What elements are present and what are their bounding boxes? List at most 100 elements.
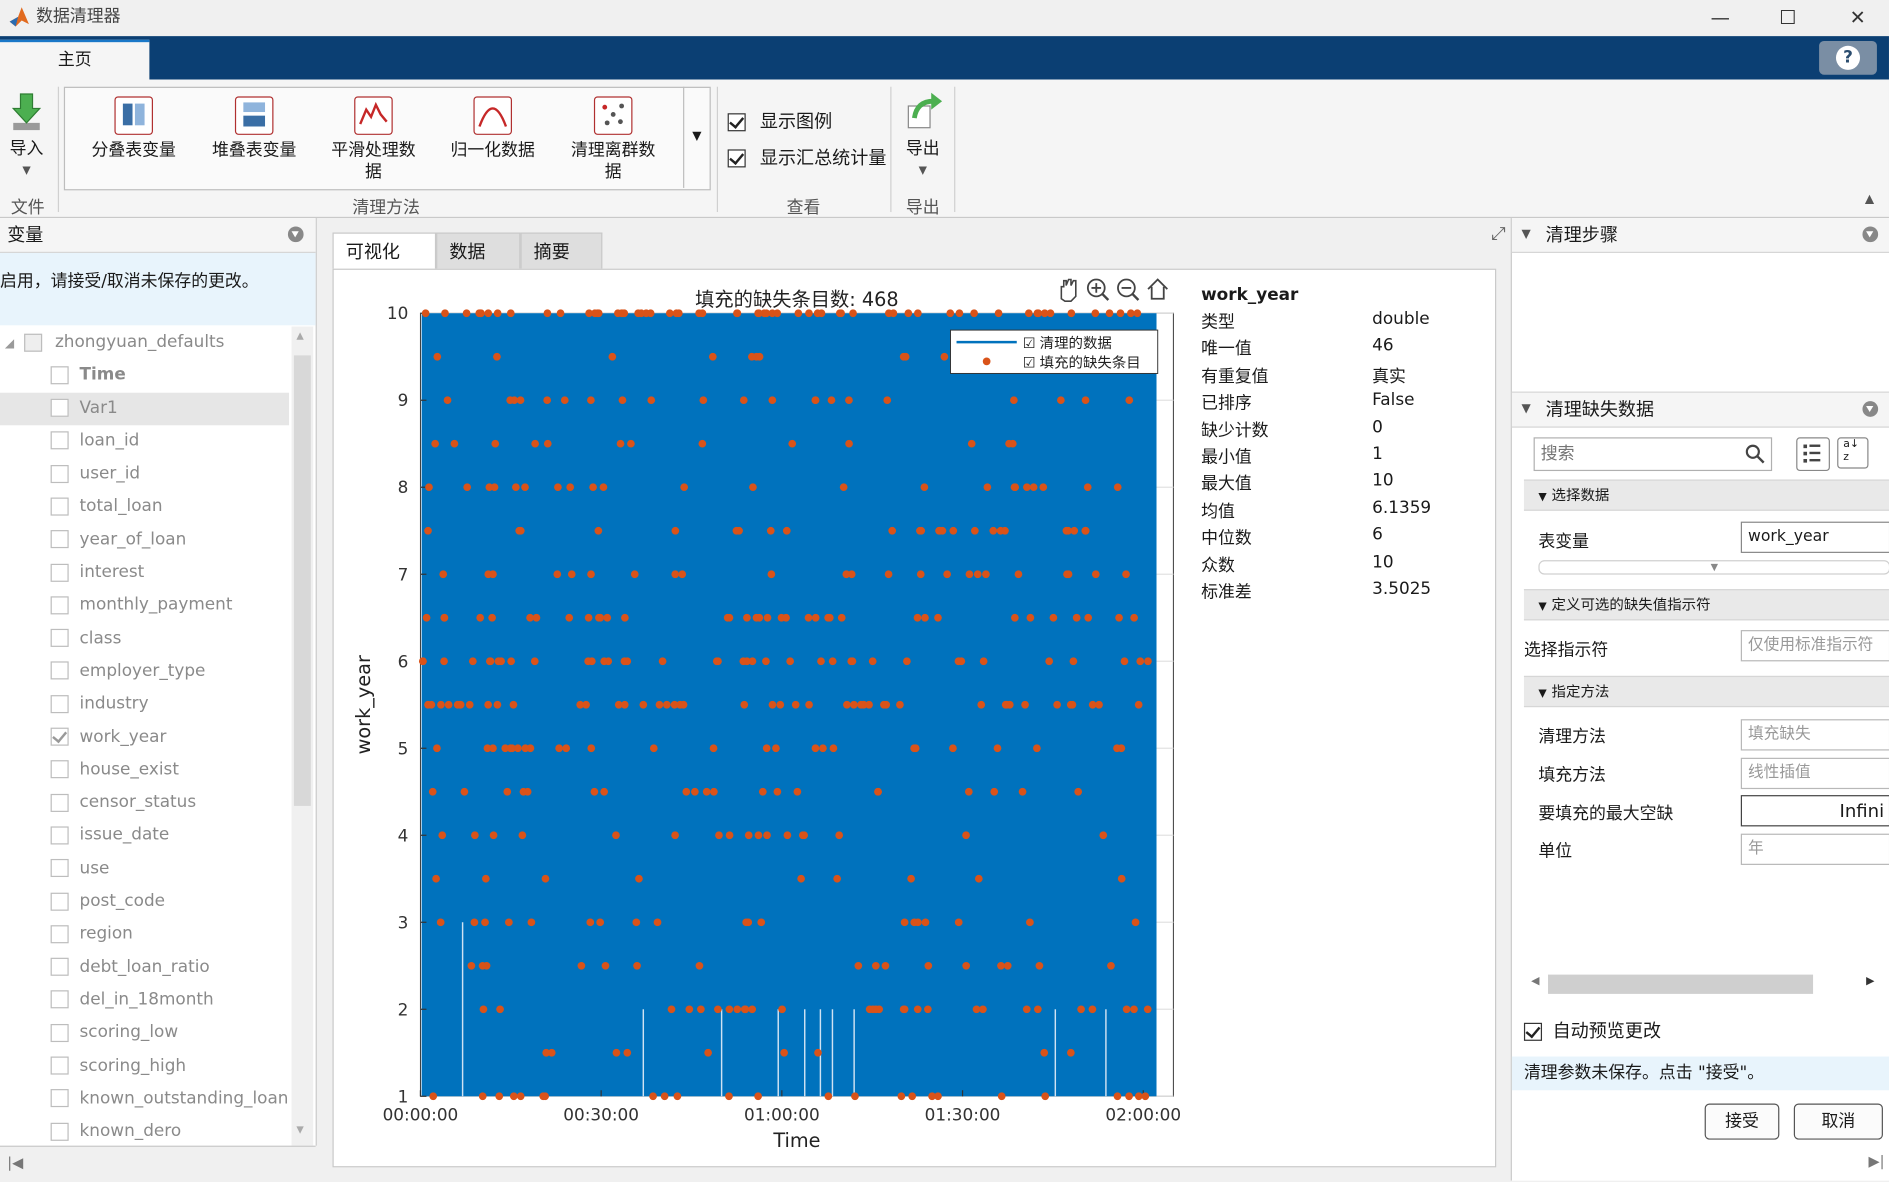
variable-item[interactable]: class — [0, 622, 289, 655]
variable-item[interactable]: loan_id — [0, 425, 289, 458]
variable-checkbox[interactable] — [50, 398, 69, 417]
variable-checkbox[interactable] — [50, 826, 69, 845]
panel-menu-icon[interactable] — [287, 226, 304, 243]
variable-checkbox[interactable] — [50, 694, 69, 713]
horizontal-scrollbar[interactable]: ◀ ▶ — [1524, 974, 1878, 994]
variable-item[interactable]: use — [0, 853, 289, 886]
variable-checkbox[interactable] — [50, 727, 69, 746]
unstack-button[interactable]: 分叠表变量 — [82, 96, 186, 161]
tree-table-row[interactable]: ◢ zhongyuan_defaults — [0, 326, 289, 359]
collapse-icon[interactable]: ▼ — [1521, 227, 1531, 241]
scroll-left-icon[interactable]: ◀ — [1531, 975, 1540, 988]
variable-item[interactable]: monthly_payment — [0, 590, 289, 623]
variable-item[interactable]: region — [0, 918, 289, 951]
indicator-section[interactable]: ▼ 定义可选的缺失值指示符 — [1523, 589, 1889, 621]
tab-visualize[interactable]: 可视化 — [332, 232, 437, 269]
variable-item[interactable]: user_id — [0, 458, 289, 491]
legend-checkbox[interactable]: ☑ — [1023, 336, 1036, 352]
variable-checkbox[interactable] — [50, 760, 69, 779]
variable-checkbox[interactable] — [50, 629, 69, 648]
collapse-icon[interactable]: ▼ — [1521, 402, 1531, 416]
show-summary-checkbox[interactable]: 显示汇总统计量 — [727, 145, 886, 170]
panel-menu-icon[interactable] — [1862, 401, 1879, 417]
clean-missing-header[interactable]: ▼ 清理缺失数据 — [1511, 391, 1889, 428]
help-button[interactable]: ? — [1819, 40, 1877, 75]
fill-method-dropdown[interactable]: 线性插值 — [1740, 757, 1889, 790]
search-box[interactable] — [1533, 437, 1773, 472]
stack-button[interactable]: 堆叠表变量 — [202, 96, 306, 161]
legend-checkbox[interactable]: ☑ — [1023, 355, 1036, 371]
variable-checkbox[interactable] — [50, 892, 69, 911]
variable-checkbox[interactable] — [50, 431, 69, 450]
tab-summary[interactable]: 摘要 — [520, 232, 603, 269]
scroll-thumb[interactable] — [293, 355, 311, 806]
chart[interactable]: 1 2 3 4 5 6 7 8 9 10 00:00:00 00:30:00 01:00:00 01:30… — [351, 270, 1206, 1149]
variable-picker-expander[interactable]: ▼ — [1538, 560, 1889, 575]
table-var-dropdown[interactable]: work_year — [1740, 521, 1889, 553]
variable-item[interactable]: interest — [0, 557, 289, 590]
variable-checkbox[interactable] — [50, 365, 69, 385]
max-gap-input[interactable]: Infini — [1740, 795, 1889, 827]
scroll-right-end-icon[interactable]: ▶| — [1868, 1152, 1885, 1170]
clean-method-dropdown[interactable]: 填充缺失 — [1740, 719, 1889, 751]
variable-checkbox[interactable] — [50, 596, 69, 615]
search-input[interactable] — [1534, 438, 1736, 470]
variable-item[interactable]: issue_date — [0, 820, 289, 853]
zoom-in-icon[interactable] — [1086, 278, 1110, 301]
variable-checkbox[interactable] — [50, 464, 69, 483]
variable-item[interactable]: censor_status — [0, 787, 289, 820]
variable-item[interactable]: del_in_18month — [0, 984, 289, 1017]
variable-checkbox[interactable] — [50, 990, 69, 1009]
group-view-button[interactable] — [1796, 437, 1830, 472]
smooth-button[interactable]: 平滑处理数 据 — [320, 96, 426, 183]
unit-dropdown[interactable]: 年 — [1740, 833, 1889, 865]
select-data-section[interactable]: ▼ 选择数据 — [1523, 479, 1889, 511]
panel-menu-icon[interactable] — [1862, 226, 1879, 243]
variable-checkbox[interactable] — [50, 1023, 69, 1042]
variable-checkbox[interactable] — [50, 1089, 69, 1108]
import-button[interactable]: 导入 ▼ — [2, 89, 50, 182]
variable-item[interactable]: debt_loan_ratio — [0, 951, 289, 984]
variable-item[interactable]: Var1 — [0, 392, 290, 426]
variable-checkbox[interactable] — [50, 1122, 69, 1141]
expand-icon[interactable]: ◢ — [4, 337, 15, 351]
variable-item[interactable]: year_of_loan — [0, 524, 289, 557]
collapse-toolstrip-icon[interactable]: ▲ — [1864, 192, 1875, 207]
normalize-button[interactable]: 归一化数据 — [441, 96, 545, 161]
scroll-right-icon[interactable]: ▶ — [1866, 975, 1875, 988]
variable-checkbox[interactable] — [50, 957, 69, 976]
gallery-expand-icon[interactable]: ▼ — [683, 86, 710, 188]
variable-checkbox[interactable] — [50, 859, 69, 878]
scroll-up-icon[interactable]: ▲ — [296, 330, 304, 341]
scroll-left-icon[interactable]: |◀ — [7, 1154, 24, 1171]
variable-item[interactable]: scoring_high — [0, 1050, 289, 1083]
variable-checkbox[interactable] — [50, 530, 69, 549]
close-button[interactable]: ✕ — [1849, 5, 1866, 29]
variable-scrollbar[interactable]: ▲ ▼ — [291, 326, 314, 1146]
cancel-button[interactable]: 取消 — [1793, 1103, 1883, 1140]
variable-checkbox[interactable] — [50, 497, 69, 516]
variable-checkbox[interactable] — [50, 1056, 69, 1075]
maximize-button[interactable]: ☐ — [1779, 5, 1797, 29]
clean-outliers-button[interactable]: 清理离群数 据 — [561, 96, 665, 183]
auto-preview-checkbox[interactable]: 自动预览更改 — [1523, 1018, 1661, 1043]
method-section[interactable]: ▼ 指定方法 — [1523, 675, 1889, 708]
sort-az-button[interactable]: a↓ z — [1837, 437, 1869, 469]
variable-item[interactable]: post_code — [0, 886, 289, 919]
variable-checkbox[interactable] — [50, 563, 69, 582]
tab-data[interactable]: 数据 — [436, 232, 521, 269]
tab-home[interactable]: 主页 — [0, 39, 150, 82]
zoom-out-icon[interactable] — [1117, 278, 1140, 301]
variable-item[interactable]: total_loan — [0, 491, 289, 524]
pan-icon[interactable] — [1060, 278, 1077, 302]
variable-item[interactable]: known_outstanding_loan — [0, 1083, 289, 1116]
accept-button[interactable]: 接受 — [1704, 1103, 1780, 1140]
maximize-panel-icon[interactable]: ⤢ — [1491, 222, 1506, 245]
variable-item[interactable]: employer_type — [0, 655, 289, 688]
home-icon[interactable] — [1147, 278, 1168, 300]
variable-item[interactable]: Time — [0, 359, 289, 392]
indicator-dropdown[interactable]: 仅使用标准指示符 — [1740, 630, 1889, 662]
show-legend-checkbox[interactable]: 显示图例 — [727, 108, 832, 133]
scroll-down-icon[interactable]: ▼ — [296, 1123, 304, 1135]
export-button[interactable]: 导出 ▼ — [896, 89, 949, 182]
